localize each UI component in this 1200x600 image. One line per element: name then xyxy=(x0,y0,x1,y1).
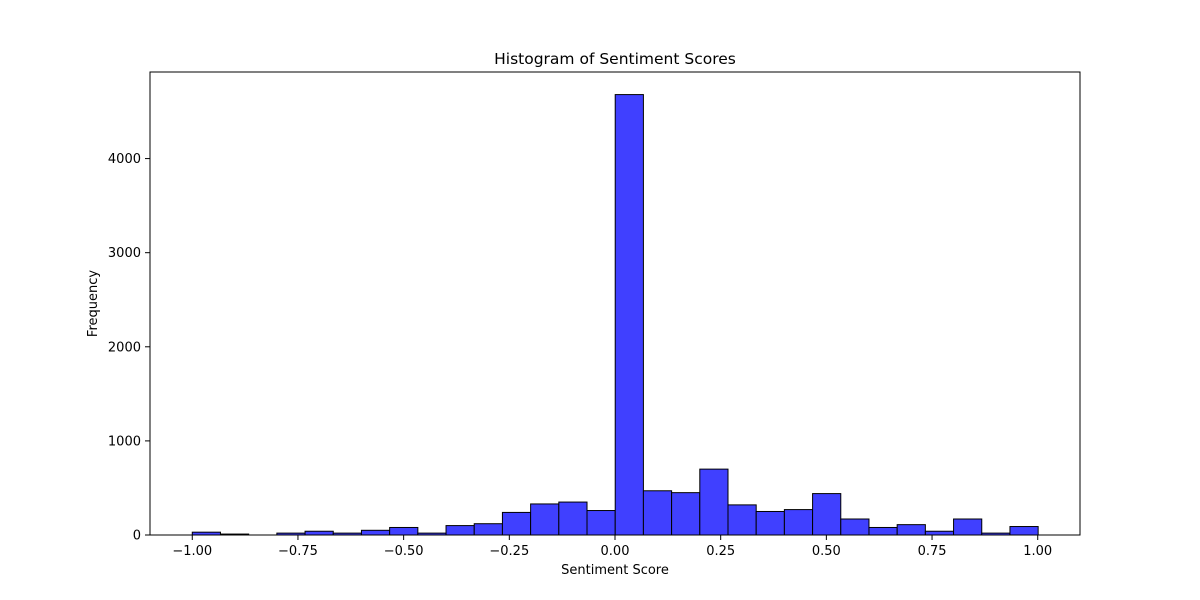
histogram-bar xyxy=(840,518,870,536)
x-tick-label: 0.00 xyxy=(601,544,630,559)
histogram-bar xyxy=(755,510,785,536)
histogram-bar xyxy=(642,490,673,536)
histogram-bar xyxy=(558,501,588,536)
x-tick-label: −0.75 xyxy=(278,544,318,559)
y-axis-title: Frequency xyxy=(86,270,101,337)
histogram-bar xyxy=(812,493,842,536)
histogram-bar xyxy=(924,530,955,536)
x-axis-ticks: −1.00 −0.75 −0.50 −0.25 0.00 0.25 0.50 0.75 1.00 xyxy=(172,535,1052,559)
x-tick-label: −0.25 xyxy=(489,544,529,559)
histogram-bar xyxy=(1009,526,1039,536)
histogram-bar xyxy=(727,504,757,536)
chart-title: Histogram of Sentiment Scores xyxy=(494,50,736,68)
histogram-bar xyxy=(868,526,898,536)
histogram-bar xyxy=(530,503,560,536)
histogram-bar xyxy=(614,94,644,536)
x-axis-title: Sentiment Score xyxy=(561,563,669,578)
x-tick-label: 0.25 xyxy=(706,544,735,559)
histogram-bar xyxy=(783,509,814,536)
x-tick-label: −1.00 xyxy=(172,544,212,559)
x-tick-label: 0.75 xyxy=(918,544,947,559)
histogram-bar xyxy=(586,510,616,536)
histogram-bar xyxy=(389,526,419,536)
histogram-bar xyxy=(699,468,729,536)
y-tick-label: 2000 xyxy=(108,340,141,355)
histogram-bar xyxy=(445,525,475,536)
histogram-bar xyxy=(501,511,532,536)
x-tick-label: −0.50 xyxy=(384,544,424,559)
y-axis-ticks: 0 1000 2000 3000 4000 xyxy=(108,152,150,544)
histogram-bar xyxy=(671,492,701,536)
y-tick-label: 4000 xyxy=(108,152,141,167)
histogram-bar xyxy=(304,530,334,536)
bars-layer xyxy=(191,94,1039,536)
x-tick-label: 1.00 xyxy=(1023,544,1052,559)
histogram-bar xyxy=(896,524,926,536)
y-tick-label: 0 xyxy=(133,529,141,544)
histogram-bar xyxy=(473,523,503,536)
y-tick-label: 1000 xyxy=(108,434,141,449)
y-tick-label: 3000 xyxy=(108,246,141,261)
histogram-bar xyxy=(953,518,983,536)
x-tick-label: 0.50 xyxy=(812,544,841,559)
histogram-bar xyxy=(360,529,391,536)
